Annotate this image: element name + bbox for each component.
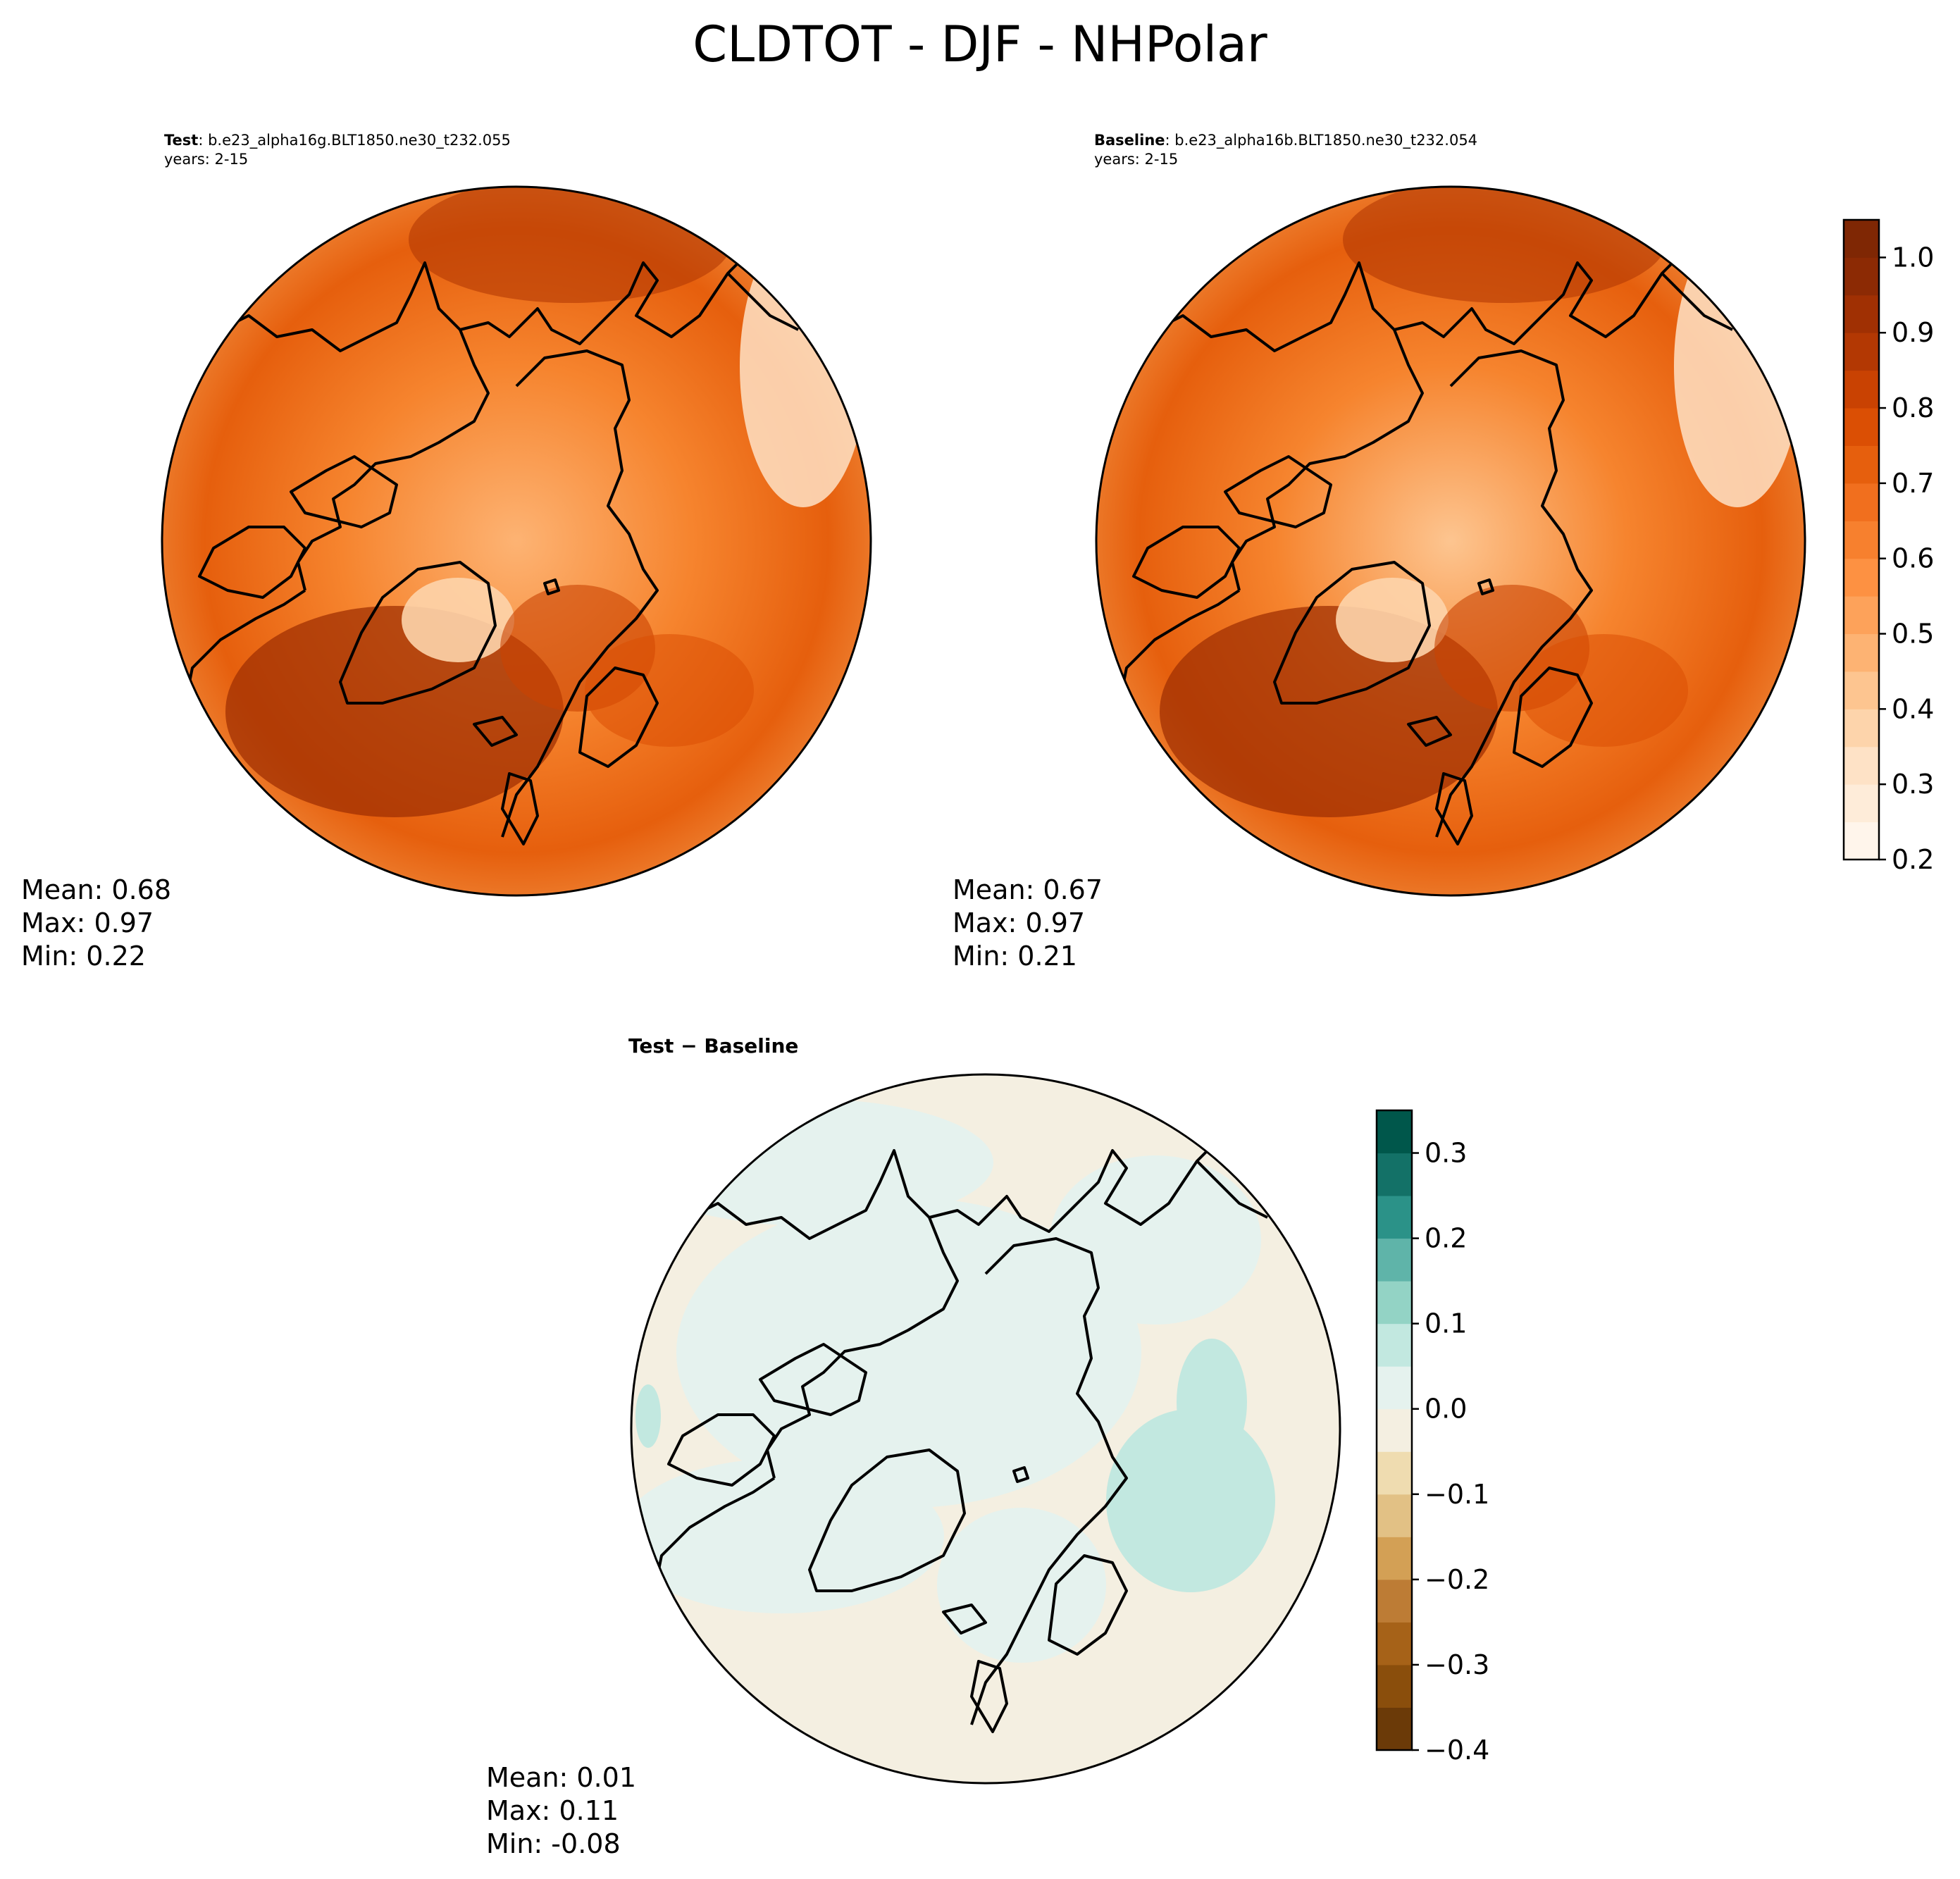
diff-colorbar-band — [1377, 1281, 1412, 1325]
diff-colorbar-tick-label: −0.4 — [1425, 1735, 1489, 1766]
baseline-colorbar-band — [1844, 671, 1879, 709]
test-label: Test — [164, 132, 199, 149]
test-years: years: 2-15 — [164, 151, 249, 168]
diff-colorbar-band — [1377, 1707, 1412, 1751]
baseline-panel-header: Baseline: b.e23_alpha16b.BLT1850.ne30_t2… — [1094, 131, 1477, 169]
baseline-colorbar-band — [1844, 220, 1879, 258]
diff-colorbar-band — [1377, 1366, 1412, 1410]
baseline-colorbar-band — [1844, 558, 1879, 597]
baseline-colorbar-band — [1844, 257, 1879, 296]
test-mean: Mean: 0.68 — [21, 874, 172, 905]
diff-colorbar-band — [1377, 1451, 1412, 1495]
baseline-colorbar-tick-label: 0.2 — [1892, 844, 1934, 875]
diff-map — [630, 1073, 1341, 1785]
diff-colorbar-tick-label: 0.2 — [1425, 1223, 1467, 1254]
diff-colorbar-band — [1377, 1323, 1412, 1367]
diff-colorbar-band — [1377, 1196, 1412, 1239]
diff-colorbar-tick-label: 0.1 — [1425, 1308, 1467, 1339]
baseline-years: years: 2-15 — [1094, 151, 1179, 168]
baseline-map — [1095, 185, 1806, 897]
baseline-colorbar-band — [1844, 784, 1879, 823]
diff-colorbar-tick-label: −0.3 — [1425, 1649, 1489, 1680]
diff-colorbar-band — [1377, 1153, 1412, 1196]
baseline-min: Min: 0.21 — [953, 941, 1077, 972]
diff-colorbar-tick-label: −0.1 — [1425, 1479, 1489, 1510]
baseline-colorbar-band — [1844, 821, 1879, 860]
diff-colorbar-tick-label: 0.0 — [1425, 1394, 1467, 1425]
baseline-label: Baseline — [1094, 132, 1165, 149]
baseline-colorbar: 0.2 0.3 0.4 0.5 0.6 0.7 0.8 0.9 1.0 — [1842, 218, 1934, 875]
baseline-colorbar-tick-label: 0.4 — [1892, 693, 1934, 724]
baseline-colorbar-tick-label: 0.8 — [1892, 392, 1934, 423]
diff-colorbar-band — [1377, 1408, 1412, 1452]
baseline-colorbar-tick-label: 1.0 — [1892, 242, 1934, 273]
test-case-name: : b.e23_alpha16g.BLT1850.ne30_t232.055 — [198, 132, 511, 149]
diff-colorbar-band — [1377, 1494, 1412, 1537]
baseline-mean: Mean: 0.67 — [953, 874, 1103, 905]
baseline-colorbar-tick-label: 0.6 — [1892, 543, 1934, 574]
figure-title: CLDTOT - DJF - NHPolar — [693, 15, 1267, 73]
baseline-colorbar-frame — [1842, 218, 1880, 861]
baseline-colorbar-tick-label: 0.7 — [1892, 468, 1934, 499]
baseline-max: Max: 0.97 — [953, 907, 1086, 938]
baseline-colorbar-band — [1844, 633, 1879, 672]
diff-colorbar: −0.4 −0.3 −0.2 −0.1 0.0 0.1 0.2 0.3 — [1375, 1109, 1489, 1766]
baseline-colorbar-band — [1844, 746, 1879, 785]
baseline-stats: Mean: 0.67 Max: 0.97 Min: 0.21 — [953, 874, 1103, 973]
baseline-colorbar-band — [1844, 445, 1879, 484]
baseline-case-name: : b.e23_alpha16b.BLT1850.ne30_t232.054 — [1165, 132, 1478, 149]
baseline-colorbar-tick-label: 0.5 — [1892, 619, 1934, 650]
baseline-colorbar-tick-label: 0.3 — [1892, 769, 1934, 800]
test-max: Max: 0.97 — [21, 907, 154, 938]
baseline-colorbar-tick-label: 0.9 — [1892, 317, 1934, 348]
baseline-colorbar-band — [1844, 408, 1879, 446]
test-panel-header: Test: b.e23_alpha16g.BLT1850.ne30_t232.0… — [164, 131, 511, 169]
test-stats: Mean: 0.68 Max: 0.97 Min: 0.22 — [21, 874, 171, 973]
diff-min: Min: -0.08 — [486, 1828, 621, 1859]
diff-max: Max: 0.11 — [486, 1795, 619, 1826]
diff-colorbar-band — [1377, 1110, 1412, 1154]
diff-panel-title: Test − Baseline — [628, 1034, 799, 1058]
diff-colorbar-frame — [1375, 1109, 1413, 1751]
baseline-colorbar-band — [1844, 483, 1879, 521]
diff-stats: Mean: 0.01 Max: 0.11 Min: -0.08 — [486, 1761, 636, 1861]
baseline-colorbar-band — [1844, 370, 1879, 409]
diff-mean: Mean: 0.01 — [486, 1762, 637, 1793]
diff-colorbar-band — [1377, 1238, 1412, 1282]
diff-colorbar-band — [1377, 1664, 1412, 1708]
baseline-colorbar-band — [1844, 294, 1879, 333]
baseline-colorbar-band — [1844, 596, 1879, 635]
diff-colorbar-tick-label: −0.2 — [1425, 1564, 1489, 1595]
baseline-colorbar-band — [1844, 709, 1879, 748]
test-min: Min: 0.22 — [21, 941, 146, 972]
baseline-colorbar-band — [1844, 333, 1879, 371]
baseline-colorbar-band — [1844, 521, 1879, 559]
diff-colorbar-band — [1377, 1579, 1412, 1623]
diff-colorbar-band — [1377, 1537, 1412, 1580]
diff-colorbar-tick-label: 0.3 — [1425, 1138, 1467, 1169]
diff-colorbar-band — [1377, 1622, 1412, 1666]
test-map — [161, 185, 872, 897]
